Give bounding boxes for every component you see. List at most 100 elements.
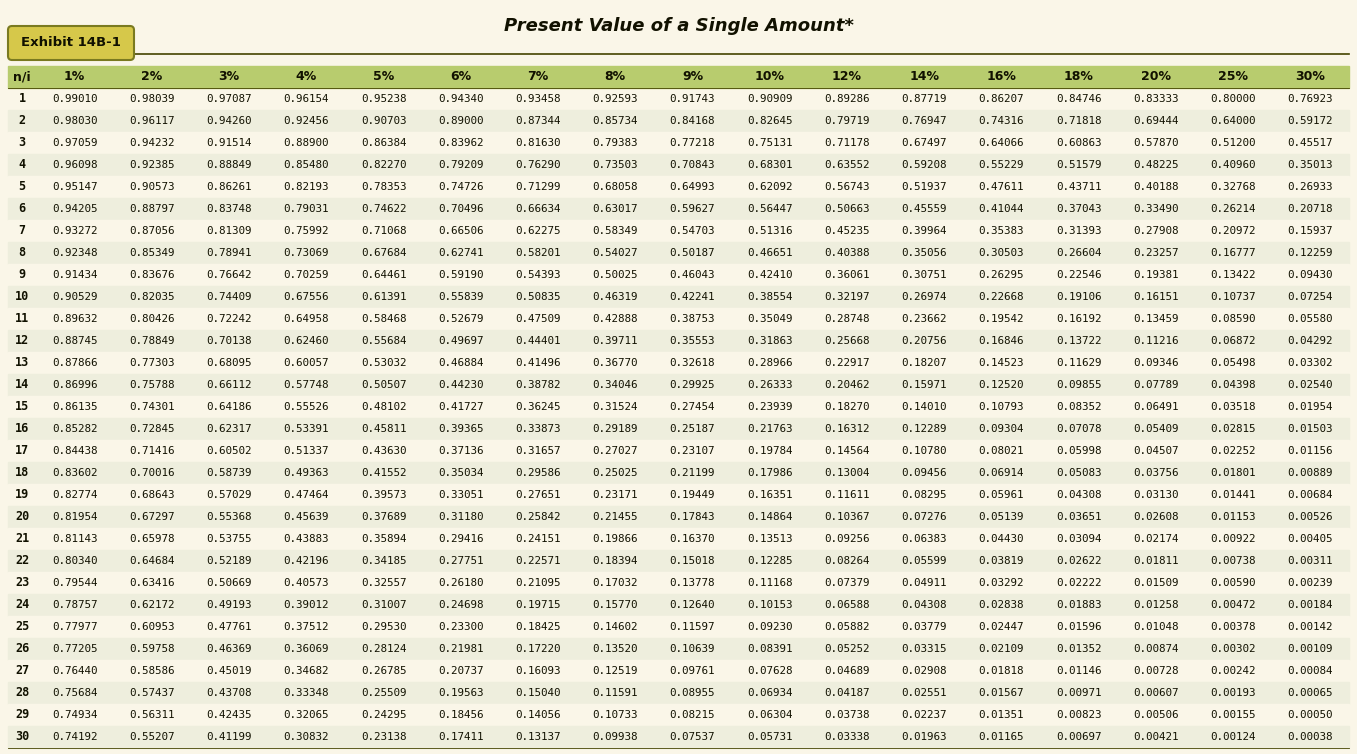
Text: 9%: 9% xyxy=(683,71,703,84)
Text: 0.70843: 0.70843 xyxy=(670,160,715,170)
Text: 0.35894: 0.35894 xyxy=(361,534,406,544)
Text: 0.10733: 0.10733 xyxy=(593,710,638,720)
Text: 0.05083: 0.05083 xyxy=(1056,468,1102,478)
Text: 7%: 7% xyxy=(528,71,548,84)
Text: 0.00607: 0.00607 xyxy=(1133,688,1179,698)
Text: 0.00590: 0.00590 xyxy=(1210,578,1255,588)
Text: 0.11611: 0.11611 xyxy=(824,490,870,500)
Text: 0.24295: 0.24295 xyxy=(361,710,406,720)
Text: 0.04430: 0.04430 xyxy=(978,534,1025,544)
Text: 0.05252: 0.05252 xyxy=(824,644,870,654)
Text: 0.71416: 0.71416 xyxy=(129,446,175,456)
Bar xyxy=(8,154,1349,176)
Bar xyxy=(8,88,1349,110)
Bar xyxy=(8,572,1349,594)
Text: 0.14056: 0.14056 xyxy=(516,710,560,720)
Text: 0.00472: 0.00472 xyxy=(1210,600,1255,610)
Text: 0.68058: 0.68058 xyxy=(593,182,638,192)
Text: 0.13513: 0.13513 xyxy=(746,534,792,544)
Bar xyxy=(8,286,1349,308)
Text: 0.42435: 0.42435 xyxy=(206,710,252,720)
Text: 0.08264: 0.08264 xyxy=(824,556,870,566)
Text: 0.89286: 0.89286 xyxy=(824,94,870,104)
Bar xyxy=(8,638,1349,660)
Text: 0.01801: 0.01801 xyxy=(1210,468,1255,478)
Text: 0.88745: 0.88745 xyxy=(52,336,98,346)
Text: 0.27908: 0.27908 xyxy=(1133,226,1179,236)
Text: 0.07379: 0.07379 xyxy=(824,578,870,588)
Text: 0.34046: 0.34046 xyxy=(593,380,638,390)
Text: 0.25187: 0.25187 xyxy=(670,424,715,434)
Text: 0.03738: 0.03738 xyxy=(824,710,870,720)
Text: 0.23939: 0.23939 xyxy=(746,402,792,412)
Text: 0.05998: 0.05998 xyxy=(1056,446,1102,456)
Text: 0.79383: 0.79383 xyxy=(593,138,638,148)
Text: 0.90909: 0.90909 xyxy=(746,94,792,104)
Text: 0.68301: 0.68301 xyxy=(746,160,792,170)
Text: 0.92348: 0.92348 xyxy=(52,248,98,258)
Text: 0.03315: 0.03315 xyxy=(901,644,947,654)
Text: 0.09855: 0.09855 xyxy=(1056,380,1102,390)
Text: 0.54703: 0.54703 xyxy=(670,226,715,236)
Text: 0.03756: 0.03756 xyxy=(1133,468,1179,478)
Text: 0.00405: 0.00405 xyxy=(1288,534,1333,544)
Text: 0.80000: 0.80000 xyxy=(1210,94,1255,104)
Bar xyxy=(8,528,1349,550)
Text: 0.26295: 0.26295 xyxy=(978,270,1025,280)
Text: 0.59627: 0.59627 xyxy=(670,204,715,214)
Text: 0.42888: 0.42888 xyxy=(593,314,638,324)
Text: 0.05139: 0.05139 xyxy=(978,512,1025,522)
Text: 0.73503: 0.73503 xyxy=(593,160,638,170)
Text: 0.03338: 0.03338 xyxy=(824,732,870,742)
Text: 0.28124: 0.28124 xyxy=(361,644,406,654)
Text: 0.72242: 0.72242 xyxy=(206,314,252,324)
Text: 0.93458: 0.93458 xyxy=(516,94,560,104)
Text: 0.94205: 0.94205 xyxy=(52,204,98,214)
Text: 0.25509: 0.25509 xyxy=(361,688,406,698)
Text: 0.47464: 0.47464 xyxy=(284,490,330,500)
Text: 0.05961: 0.05961 xyxy=(978,490,1025,500)
Text: 0.08352: 0.08352 xyxy=(1056,402,1102,412)
Text: 0.01352: 0.01352 xyxy=(1056,644,1102,654)
Text: 0.63416: 0.63416 xyxy=(129,578,175,588)
Text: 0.92593: 0.92593 xyxy=(593,94,638,104)
Text: 18: 18 xyxy=(15,467,28,480)
Text: 0.01811: 0.01811 xyxy=(1133,556,1179,566)
Text: 0.32065: 0.32065 xyxy=(284,710,330,720)
Text: 0.57029: 0.57029 xyxy=(206,490,252,500)
Text: 0.05731: 0.05731 xyxy=(746,732,792,742)
Text: 0.26974: 0.26974 xyxy=(901,292,947,302)
Bar xyxy=(8,308,1349,330)
Text: 0.70138: 0.70138 xyxy=(206,336,252,346)
Text: 6%: 6% xyxy=(451,71,471,84)
Text: 0.49193: 0.49193 xyxy=(206,600,252,610)
Text: 0.64461: 0.64461 xyxy=(361,270,406,280)
Text: 0.97087: 0.97087 xyxy=(206,94,252,104)
Text: 19: 19 xyxy=(15,489,28,501)
Text: 0.01441: 0.01441 xyxy=(1210,490,1255,500)
Text: 2: 2 xyxy=(19,115,26,127)
Text: 0.01596: 0.01596 xyxy=(1056,622,1102,632)
Text: 0.00889: 0.00889 xyxy=(1288,468,1333,478)
Text: 0.02447: 0.02447 xyxy=(978,622,1025,632)
Text: 0.64066: 0.64066 xyxy=(978,138,1025,148)
Text: 0.35049: 0.35049 xyxy=(746,314,792,324)
Text: 0.17986: 0.17986 xyxy=(746,468,792,478)
Text: 0.84438: 0.84438 xyxy=(52,446,98,456)
Text: 0.16370: 0.16370 xyxy=(670,534,715,544)
Bar xyxy=(8,594,1349,616)
Text: 0.35013: 0.35013 xyxy=(1288,160,1333,170)
Text: 0.72845: 0.72845 xyxy=(129,424,175,434)
Text: 0.77205: 0.77205 xyxy=(52,644,98,654)
Text: 0.41044: 0.41044 xyxy=(978,204,1025,214)
Text: 0.01258: 0.01258 xyxy=(1133,600,1179,610)
Text: 0.62275: 0.62275 xyxy=(516,226,560,236)
Text: 0.22668: 0.22668 xyxy=(978,292,1025,302)
Text: 0.46043: 0.46043 xyxy=(670,270,715,280)
Text: 0.03819: 0.03819 xyxy=(978,556,1025,566)
Text: 0.10367: 0.10367 xyxy=(824,512,870,522)
Text: 0.10639: 0.10639 xyxy=(670,644,715,654)
Text: 0.29530: 0.29530 xyxy=(361,622,406,632)
Text: 0.32197: 0.32197 xyxy=(824,292,870,302)
Text: 0.53391: 0.53391 xyxy=(284,424,330,434)
